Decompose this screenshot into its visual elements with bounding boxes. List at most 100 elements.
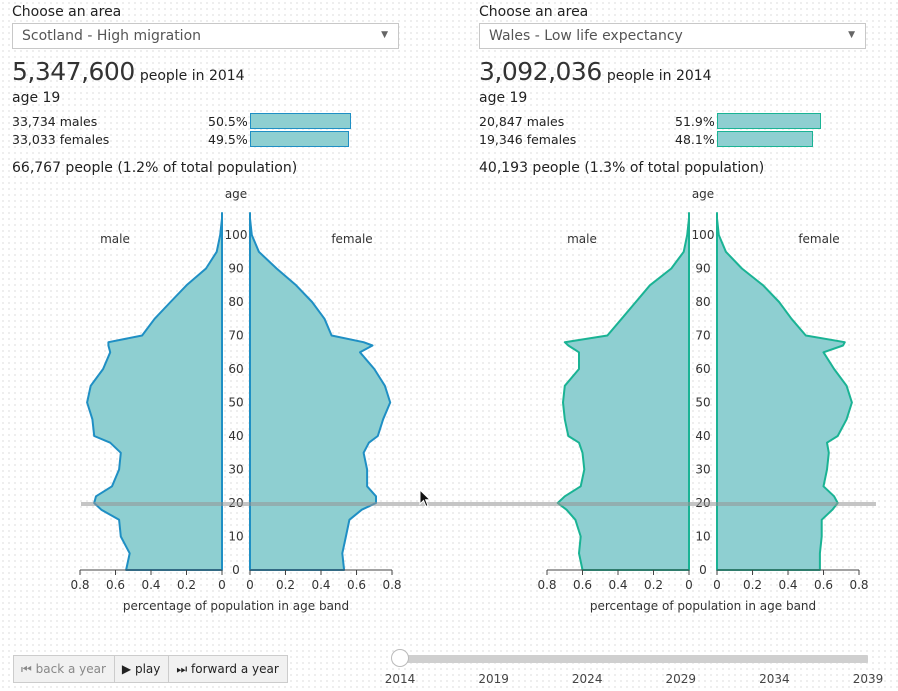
female-x-tick-label: 0.2 xyxy=(743,578,762,592)
age-tick-label: 80 xyxy=(228,295,243,309)
age-tick-label: 90 xyxy=(228,262,243,276)
age-tick-label: 30 xyxy=(695,463,710,477)
year-tick-label[interactable]: 2039 xyxy=(852,672,884,686)
males-share-bar xyxy=(250,113,351,129)
year-tick-label[interactable]: 2019 xyxy=(478,672,509,686)
age-highlight-line[interactable] xyxy=(81,502,876,506)
population-line: 5,347,600 people in 2014 xyxy=(12,57,245,86)
male-x-tick-label: 0.4 xyxy=(608,578,627,592)
population-pyramid: 0102030405060708090100000.20.20.40.40.60… xyxy=(537,187,868,613)
males-count: 20,847 males xyxy=(479,114,565,129)
female-x-tick-label: 0.8 xyxy=(849,578,868,592)
mouse-cursor-icon xyxy=(419,489,431,508)
total-people-line: 40,193 people (1.3% of total population) xyxy=(479,160,765,176)
year-slider-handle[interactable] xyxy=(391,649,409,667)
male-x-tick-label: 0.8 xyxy=(537,578,556,592)
females-count: 19,346 females xyxy=(479,132,577,147)
area-select-value: Scotland - High migration xyxy=(22,28,202,44)
male-x-tick-label: 0 xyxy=(685,578,693,592)
male-x-tick-label: 0.4 xyxy=(141,578,160,592)
year-slider[interactable]: 2014 2019 2024 2029 2034 2039 xyxy=(385,648,883,688)
age-tick-label: 10 xyxy=(695,530,710,544)
play-button[interactable]: ▶ play xyxy=(114,655,170,683)
females-share-bar xyxy=(717,131,814,147)
forward-a-year-button[interactable]: ⏭ forward a year xyxy=(169,655,288,683)
age-tick-label: 90 xyxy=(695,262,710,276)
year-tick-label[interactable]: 2029 xyxy=(665,672,697,686)
females-share-bar xyxy=(250,131,349,147)
year-tick-label[interactable]: 2024 xyxy=(571,672,603,686)
area-select[interactable]: Wales - Low life expectancy ▼ xyxy=(479,23,866,49)
year-tick-label[interactable]: 2034 xyxy=(759,672,790,686)
population-total: 5,347,600 xyxy=(12,57,135,86)
back-a-year-button[interactable]: ⏮ back a year xyxy=(13,655,115,683)
x-axis-title: percentage of population in age band xyxy=(590,599,816,613)
choose-area-label: Choose an area xyxy=(479,4,589,20)
play-label: play xyxy=(134,662,161,676)
age-tick-label: 70 xyxy=(695,329,710,343)
panel-right: Choose an area Wales - Low life expectan… xyxy=(479,0,889,620)
age-tick-label: 50 xyxy=(228,396,243,410)
population-pyramid: 0102030405060708090100000.20.20.40.40.60… xyxy=(70,187,401,613)
males-pct: 51.9% xyxy=(675,114,715,129)
choose-area-label: Choose an area xyxy=(12,4,122,20)
male-population-area xyxy=(556,217,690,571)
y-axis-title: age xyxy=(692,187,714,201)
male-label: male xyxy=(567,232,597,246)
age-tick-label: 80 xyxy=(695,295,710,309)
male-x-tick-label: 0.6 xyxy=(106,578,125,592)
population-suffix: people in 2014 xyxy=(606,68,712,84)
age-tick-label: 100 xyxy=(225,228,248,242)
males-pct: 50.5% xyxy=(208,114,248,129)
playback-controls: ⏮ back a year ▶ play ⏭ forward a year xyxy=(13,655,288,683)
y-axis-title: age xyxy=(225,187,247,201)
female-x-tick-label: 0 xyxy=(246,578,254,592)
females-pct: 49.5% xyxy=(208,132,248,147)
population-suffix: people in 2014 xyxy=(139,68,245,84)
age-tick-label: 40 xyxy=(228,429,243,443)
panel-left: Choose an area Scotland - High migration… xyxy=(12,0,422,620)
female-x-tick-label: 0.4 xyxy=(311,578,330,592)
female-x-tick-label: 0.4 xyxy=(778,578,797,592)
males-count: 33,734 males xyxy=(12,114,98,129)
age-tick-label: 40 xyxy=(695,429,710,443)
age-tick-label: 50 xyxy=(695,396,710,410)
male-x-tick-label: 0.6 xyxy=(573,578,592,592)
area-select-value: Wales - Low life expectancy xyxy=(489,28,683,44)
female-x-tick-label: 0.2 xyxy=(276,578,295,592)
female-population-area xyxy=(249,217,392,571)
age-tick-label: 60 xyxy=(695,362,710,376)
population-line: 3,092,036 people in 2014 xyxy=(479,57,712,86)
selected-age-label: age 19 xyxy=(479,90,528,106)
play-icon: ▶ xyxy=(121,662,132,676)
age-tick-label: 60 xyxy=(228,362,243,376)
female-population-area xyxy=(716,217,853,571)
male-x-tick-label: 0 xyxy=(218,578,226,592)
selected-age-label: age 19 xyxy=(12,90,61,106)
female-x-tick-label: 0 xyxy=(713,578,721,592)
males-share-bar xyxy=(717,113,821,129)
male-label: male xyxy=(100,232,130,246)
forward-a-year-label: forward a year xyxy=(191,662,279,676)
area-select[interactable]: Scotland - High migration ▼ xyxy=(12,23,399,49)
back-a-year-label: back a year xyxy=(35,662,106,676)
step-forward-icon: ⏭ xyxy=(176,662,188,676)
total-people-line: 66,767 people (1.2% of total population) xyxy=(12,160,298,176)
age-tick-label: 100 xyxy=(692,228,715,242)
caret-down-icon: ▼ xyxy=(848,30,855,40)
females-pct: 48.1% xyxy=(675,132,715,147)
year-tick-label[interactable]: 2014 xyxy=(384,672,416,686)
age-tick-label: 0 xyxy=(232,563,240,577)
year-slider-track[interactable] xyxy=(400,655,868,663)
age-tick-label: 10 xyxy=(228,530,243,544)
male-population-area xyxy=(86,217,223,571)
age-tick-label: 0 xyxy=(699,563,707,577)
female-x-tick-label: 0.6 xyxy=(814,578,833,592)
population-total: 3,092,036 xyxy=(479,57,602,86)
female-x-tick-label: 0.8 xyxy=(382,578,401,592)
female-label: female xyxy=(331,232,372,246)
female-label: female xyxy=(798,232,839,246)
age-tick-label: 70 xyxy=(228,329,243,343)
male-x-tick-label: 0.2 xyxy=(177,578,196,592)
age-tick-label: 30 xyxy=(228,463,243,477)
